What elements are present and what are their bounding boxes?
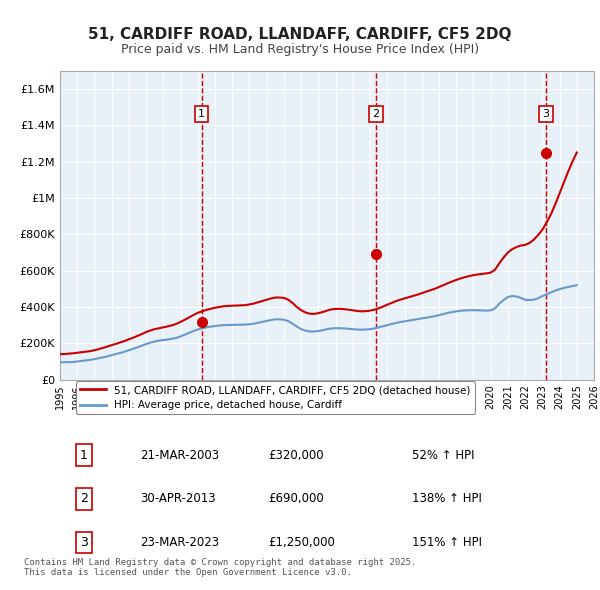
Text: 1: 1 (80, 448, 88, 461)
Text: Price paid vs. HM Land Registry's House Price Index (HPI): Price paid vs. HM Land Registry's House … (121, 43, 479, 56)
Text: Contains HM Land Registry data © Crown copyright and database right 2025.
This d: Contains HM Land Registry data © Crown c… (24, 558, 416, 577)
Text: £690,000: £690,000 (268, 492, 324, 505)
Text: 2: 2 (372, 109, 379, 119)
Text: 3: 3 (80, 536, 88, 549)
Text: 51, CARDIFF ROAD, LLANDAFF, CARDIFF, CF5 2DQ: 51, CARDIFF ROAD, LLANDAFF, CARDIFF, CF5… (88, 27, 512, 41)
Text: 1: 1 (198, 109, 205, 119)
Text: 23-MAR-2023: 23-MAR-2023 (140, 536, 219, 549)
Text: 151% ↑ HPI: 151% ↑ HPI (412, 536, 482, 549)
Legend: 51, CARDIFF ROAD, LLANDAFF, CARDIFF, CF5 2DQ (detached house), HPI: Average pric: 51, CARDIFF ROAD, LLANDAFF, CARDIFF, CF5… (76, 381, 475, 414)
Text: 2: 2 (80, 492, 88, 505)
Text: £1,250,000: £1,250,000 (268, 536, 335, 549)
Text: £320,000: £320,000 (268, 448, 324, 461)
Text: 3: 3 (542, 109, 550, 119)
Text: 138% ↑ HPI: 138% ↑ HPI (412, 492, 482, 505)
Text: 52% ↑ HPI: 52% ↑ HPI (412, 448, 475, 461)
Text: 30-APR-2013: 30-APR-2013 (140, 492, 216, 505)
Text: 21-MAR-2003: 21-MAR-2003 (140, 448, 219, 461)
